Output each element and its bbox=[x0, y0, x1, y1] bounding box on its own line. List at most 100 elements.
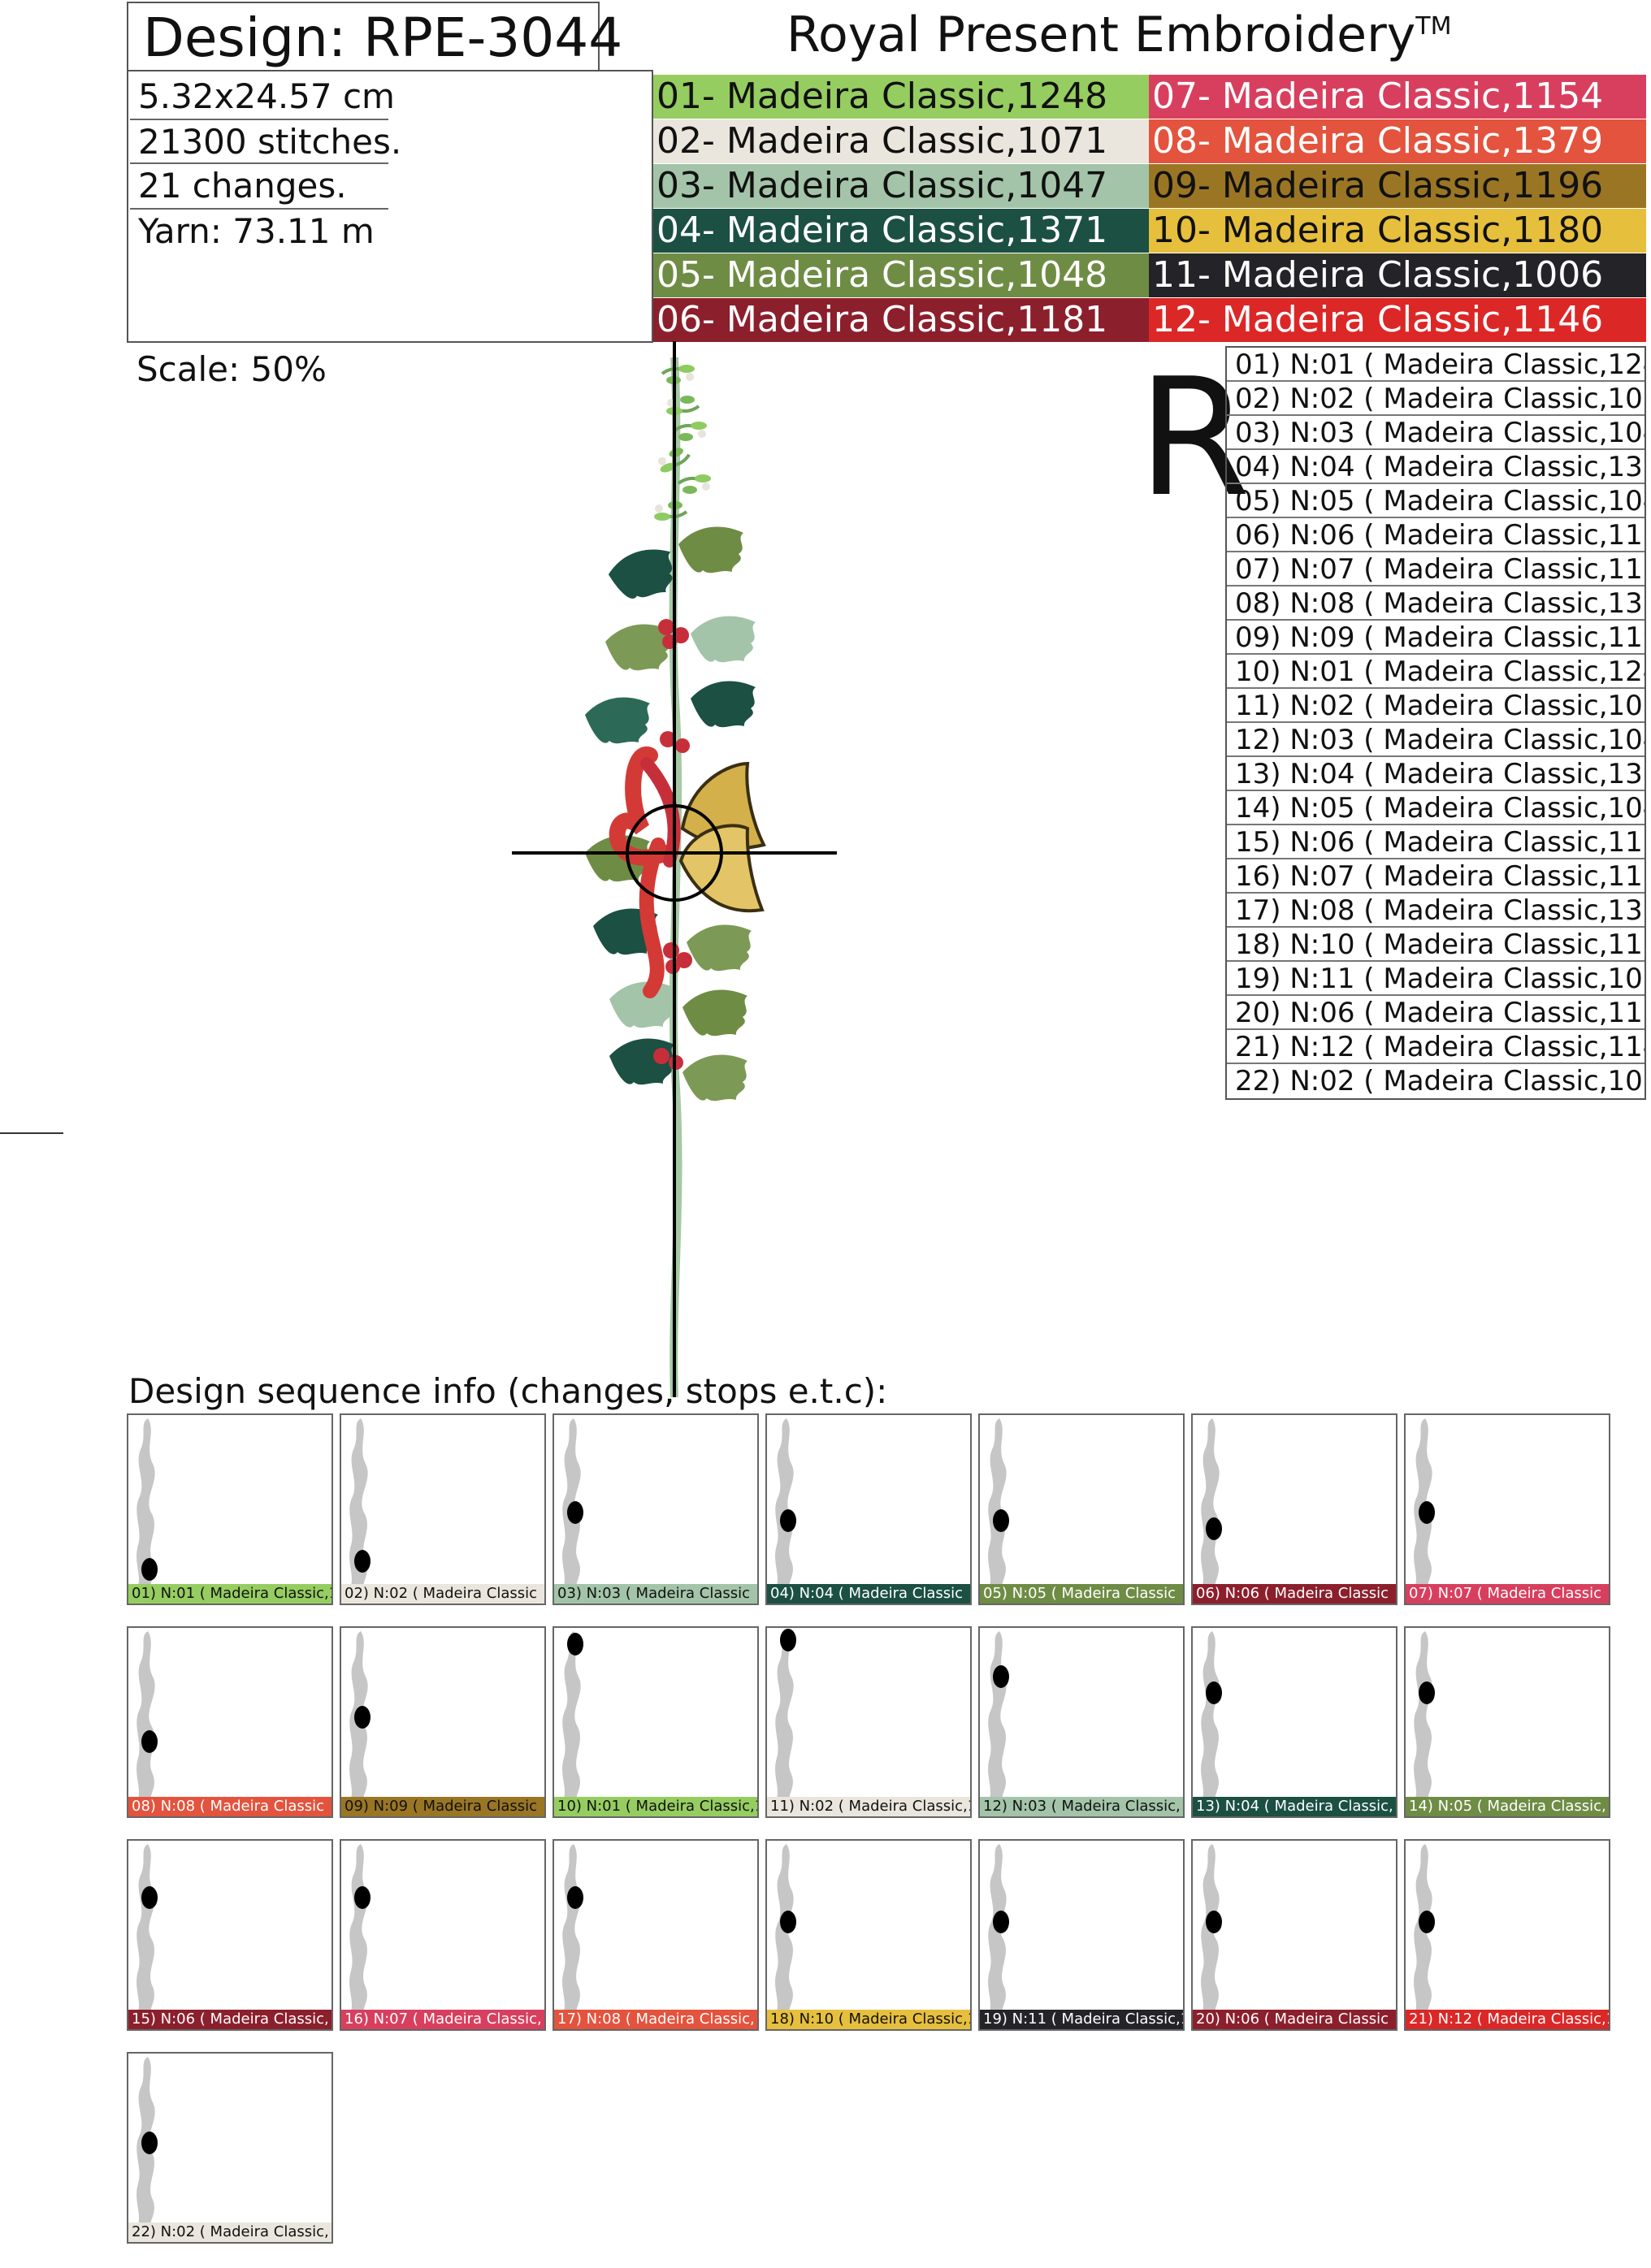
thumbnail-design-preview bbox=[1414, 1844, 1435, 2011]
design-size: 5.32x24.57 cm bbox=[138, 76, 395, 116]
highlighted-stitch-region bbox=[1206, 1517, 1222, 1540]
info-divider bbox=[130, 119, 388, 120]
sequence-thumbnail: 14) N:05 ( Madeira Classic, bbox=[1404, 1626, 1610, 1818]
sequence-list-item: 11) N:02 ( Madeira Classic,1071) bbox=[1227, 689, 1644, 723]
thumbnail-design-preview bbox=[562, 1844, 583, 2011]
thumbnail-design-preview bbox=[562, 1418, 583, 1586]
highlighted-stitch-region bbox=[567, 1501, 583, 1524]
thumbnail-label: 01) N:01 ( Madeira Classic,1 bbox=[128, 1584, 332, 1604]
palette-swatch: 02- Madeira Classic,1071 bbox=[653, 119, 1149, 163]
thumbnail-design-preview bbox=[136, 1844, 158, 2011]
stitch-count: 21300 stitches. bbox=[138, 122, 402, 162]
sequence-list-item: 12) N:03 ( Madeira Classic,1047) bbox=[1227, 723, 1644, 757]
thumbnail-label: 07) N:07 ( Madeira Classic bbox=[1406, 1584, 1609, 1604]
thumbnail-design-preview bbox=[988, 1844, 1009, 2011]
thumbnail-design-preview bbox=[349, 1631, 370, 1798]
sequence-list-item: 15) N:06 ( Madeira Classic,1181) bbox=[1227, 825, 1644, 859]
thumbnail-label: 05) N:05 ( Madeira Classic bbox=[980, 1584, 1183, 1604]
palette-swatch: 01- Madeira Classic,1248 bbox=[653, 75, 1149, 119]
sequence-thumbnail: 21) N:12 ( Madeira Classic,1 bbox=[1404, 1839, 1610, 2031]
thumbnail-design-preview bbox=[988, 1631, 1009, 1798]
sequence-thumbnail: 09) N:09 ( Madeira Classic bbox=[340, 1626, 546, 1818]
highlighted-stitch-region bbox=[1206, 1682, 1222, 1704]
thumbnail-label: 12) N:03 ( Madeira Classic, bbox=[980, 1797, 1183, 1816]
thumbnail-label: 19) N:11 ( Madeira Classic,1( bbox=[980, 2010, 1183, 2029]
highlighted-stitch-region bbox=[993, 1911, 1009, 1933]
thumbnail-label: 21) N:12 ( Madeira Classic,1 bbox=[1406, 2010, 1609, 2029]
highlighted-stitch-region bbox=[780, 1629, 796, 1651]
thumbnail-design-preview bbox=[349, 1844, 370, 2011]
sequence-list-item: 04) N:04 ( Madeira Classic,1371) bbox=[1227, 450, 1644, 484]
sequence-list-item: 21) N:12 ( Madeira Classic,1146) bbox=[1227, 1030, 1644, 1064]
color-changes: 21 changes. bbox=[138, 166, 347, 206]
trademark-mark: TM bbox=[1415, 12, 1452, 41]
design-title: Design: RPE-3044 bbox=[143, 6, 623, 69]
palette-swatch: 10- Madeira Classic,1180 bbox=[1149, 209, 1646, 253]
thumbnail-design-preview bbox=[775, 1418, 796, 1586]
palette-swatch: 09- Madeira Classic,1196 bbox=[1149, 164, 1646, 208]
sequence-list-item: 03) N:03 ( Madeira Classic,1047) bbox=[1227, 416, 1644, 450]
palette-swatch: 08- Madeira Classic,1379 bbox=[1149, 119, 1646, 163]
sequence-list-item: 18) N:10 ( Madeira Classic,1180) bbox=[1227, 928, 1644, 962]
highlighted-stitch-region bbox=[141, 1730, 158, 1753]
palette-swatch: 12- Madeira Classic,1146 bbox=[1149, 298, 1646, 342]
thumbnail-label: 15) N:06 ( Madeira Classic, bbox=[128, 2010, 332, 2029]
palette-swatch: 03- Madeira Classic,1047 bbox=[653, 164, 1149, 208]
info-divider bbox=[130, 162, 388, 164]
thumbnail-design-preview bbox=[562, 1631, 583, 1798]
sequence-list-item: 14) N:05 ( Madeira Classic,1048) bbox=[1227, 791, 1644, 825]
sequence-thumbnail: 22) N:02 ( Madeira Classic, bbox=[127, 2052, 333, 2244]
thumbnail-design-preview bbox=[1414, 1418, 1435, 1586]
sequence-thumbnail: 15) N:06 ( Madeira Classic, bbox=[127, 1839, 333, 2031]
sequence-list-item: 01) N:01 ( Madeira Classic,1248) bbox=[1227, 348, 1644, 382]
sequence-list-item: 20) N:06 ( Madeira Classic,1181) bbox=[1227, 996, 1644, 1030]
sequence-thumbnail: 12) N:03 ( Madeira Classic, bbox=[978, 1626, 1185, 1818]
sequence-list-item: 22) N:02 ( Madeira Classic,1071) bbox=[1235, 1065, 1644, 1097]
thumbnail-label: 02) N:02 ( Madeira Classic bbox=[341, 1584, 544, 1604]
thumbnail-label: 18) N:10 ( Madeira Classic,1 bbox=[767, 2010, 970, 2029]
thumbnail-label: 11) N:02 ( Madeira Classic,1 bbox=[767, 1797, 970, 1816]
highlighted-stitch-region bbox=[780, 1911, 796, 1933]
sequence-thumbnail: 03) N:03 ( Madeira Classic bbox=[552, 1413, 759, 1605]
highlighted-stitch-region bbox=[354, 1706, 370, 1729]
palette-swatch: 11- Madeira Classic,1006 bbox=[1149, 253, 1646, 297]
thumbnail-label: 04) N:04 ( Madeira Classic bbox=[767, 1584, 970, 1604]
highlighted-stitch-region bbox=[354, 1550, 370, 1573]
scale-label: Scale: 50% bbox=[136, 349, 327, 389]
sequence-list-item: 13) N:04 ( Madeira Classic,1371) bbox=[1227, 757, 1644, 791]
sequence-thumbnail: 04) N:04 ( Madeira Classic bbox=[765, 1413, 972, 1605]
thumbnail-label: 20) N:06 ( Madeira Classic bbox=[1193, 2010, 1396, 2029]
sequence-thumbnail: 01) N:01 ( Madeira Classic,1 bbox=[127, 1413, 333, 1605]
sequence-list-item: 08) N:08 ( Madeira Classic,1379) bbox=[1227, 586, 1644, 621]
design-title-box: Design: RPE-3044 bbox=[127, 2, 622, 71]
palette-swatch: 06- Madeira Classic,1181 bbox=[653, 298, 1149, 342]
thumbnail-design-preview bbox=[1201, 1418, 1222, 1586]
sequence-list-item: 06) N:06 ( Madeira Classic,1181) bbox=[1227, 518, 1644, 552]
highlighted-stitch-region bbox=[567, 1886, 583, 1909]
thumbnail-label: 08) N:08 ( Madeira Classic bbox=[128, 1797, 332, 1816]
thumbnail-design-preview bbox=[136, 2057, 158, 2224]
brand-title: Royal Present EmbroideryTM bbox=[786, 6, 1451, 63]
sequence-list-item: 10) N:01 ( Madeira Classic,1248) bbox=[1227, 655, 1644, 689]
highlighted-stitch-region bbox=[354, 1886, 370, 1909]
palette-swatch: 05- Madeira Classic,1048 bbox=[653, 253, 1149, 297]
thumbnail-label: 16) N:07 ( Madeira Classic, bbox=[341, 2010, 544, 2029]
thumbnail-design-preview bbox=[136, 1418, 158, 1586]
highlighted-stitch-region bbox=[567, 1633, 583, 1656]
edge-tick-mark bbox=[0, 1132, 63, 1134]
thumbnail-design-preview bbox=[349, 1418, 370, 1586]
sequence-list-item: 02) N:02 ( Madeira Classic,1071) bbox=[1227, 382, 1644, 416]
yarn-length: Yarn: 73.11 m bbox=[138, 211, 375, 251]
palette-swatch: 04- Madeira Classic,1371 bbox=[653, 209, 1149, 253]
sequence-list-item: 05) N:05 ( Madeira Classic,1048) bbox=[1227, 484, 1644, 518]
thumbnail-design-preview bbox=[1201, 1844, 1222, 2011]
info-divider bbox=[130, 208, 388, 210]
highlighted-stitch-region bbox=[1419, 1501, 1435, 1524]
brand-name: Royal Present Embroidery bbox=[786, 6, 1416, 63]
highlighted-stitch-region bbox=[1419, 1911, 1435, 1933]
highlighted-stitch-region bbox=[1206, 1911, 1222, 1933]
thumbnail-label: 22) N:02 ( Madeira Classic, bbox=[128, 2223, 332, 2242]
thumbnail-label: 13) N:04 ( Madeira Classic, bbox=[1193, 1797, 1396, 1816]
thumbnail-design-preview bbox=[1201, 1631, 1222, 1798]
highlighted-stitch-region bbox=[1419, 1682, 1435, 1704]
